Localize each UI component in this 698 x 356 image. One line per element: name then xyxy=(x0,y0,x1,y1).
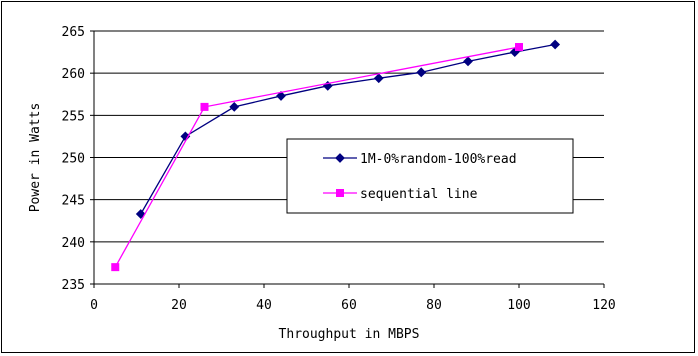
data-point-1-8 xyxy=(463,56,473,67)
x-tick-label-80: 80 xyxy=(426,298,442,313)
y-tick-label-260: 260 xyxy=(62,67,85,82)
y-tick-label-240: 240 xyxy=(62,236,85,251)
data-point-1-1 xyxy=(135,209,146,219)
x-tick-label-20: 20 xyxy=(171,298,187,313)
x-tick-label-120: 120 xyxy=(592,298,615,313)
y-tick-label-250: 250 xyxy=(62,152,85,167)
legend-box xyxy=(286,138,574,214)
y-tick-label-235: 235 xyxy=(62,278,85,293)
legend-marker-1 xyxy=(335,153,345,163)
data-point-1-3 xyxy=(229,101,240,112)
x-tick-label-40: 40 xyxy=(256,298,272,313)
series-2 xyxy=(111,43,523,272)
data-point-2-1 xyxy=(111,263,120,272)
y-tick-labels: 235 240 245 250 255 260 265 xyxy=(62,25,85,293)
series-line-1 xyxy=(140,43,556,215)
data-point-1-4 xyxy=(276,91,286,101)
x-tick-label-0: 0 xyxy=(90,298,98,313)
series-1 xyxy=(135,39,561,219)
data-point-1-6 xyxy=(373,73,384,84)
data-point-2-2 xyxy=(200,102,209,111)
legend-label-1: 1M-0%random-100%read xyxy=(360,152,517,167)
legend-label-2: sequential line xyxy=(360,187,478,202)
x-tick-label-60: 60 xyxy=(341,298,357,313)
legend: 1M-0%random-100%read sequential line xyxy=(286,138,574,214)
series-layer xyxy=(111,39,561,272)
x-tick-labels: 0 20 40 60 80 100 120 xyxy=(90,298,616,313)
y-axis-label: Power in Watts xyxy=(28,103,43,213)
x-axis-label: Throughput in MBPS xyxy=(279,327,420,342)
data-point-1-7 xyxy=(416,67,427,78)
y-tick-label-265: 265 xyxy=(62,25,85,40)
data-point-1-10 xyxy=(550,39,561,50)
axes xyxy=(90,30,605,288)
data-point-2-3 xyxy=(515,43,523,52)
y-tick-label-245: 245 xyxy=(62,194,85,209)
x-tick-label-100: 100 xyxy=(507,298,530,313)
legend-marker-2 xyxy=(336,189,344,197)
y-tick-label-255: 255 xyxy=(62,109,85,124)
